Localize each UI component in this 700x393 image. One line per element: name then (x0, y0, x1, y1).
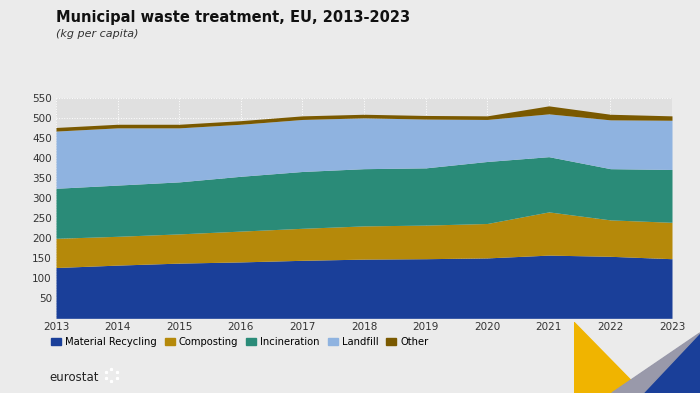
Polygon shape (574, 322, 643, 393)
Legend: Material Recycling, Composting, Incineration, Landfill, Other: Material Recycling, Composting, Incinera… (47, 332, 433, 351)
Text: eurostat: eurostat (49, 371, 99, 384)
Polygon shape (612, 333, 700, 393)
Text: (kg per capita): (kg per capita) (56, 29, 139, 39)
Polygon shape (612, 333, 700, 393)
Text: Municipal waste treatment, EU, 2013-2023: Municipal waste treatment, EU, 2013-2023 (56, 10, 410, 25)
